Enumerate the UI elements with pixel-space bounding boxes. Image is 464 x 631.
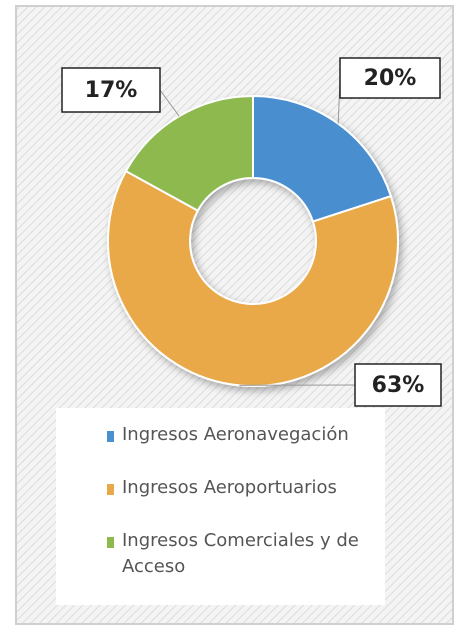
legend-label: Ingresos Aeroportuarios <box>122 477 337 498</box>
legend-swatch <box>107 431 114 442</box>
legend: Ingresos Aeronavegación Ingresos Aeroport… <box>56 408 385 605</box>
value-label: 20% <box>364 66 417 91</box>
legend-item: Ingresos Comerciales y de Acceso <box>107 528 382 580</box>
legend-item: Ingresos Aeroportuarios <box>107 475 382 501</box>
legend-swatch <box>107 537 114 548</box>
legend-swatch <box>107 484 114 495</box>
donut-slice <box>252 94 393 223</box>
donut-slice <box>124 94 254 213</box>
legend-item: Ingresos Aeronavegación <box>107 422 382 448</box>
label-box <box>61 67 161 113</box>
legend-label: Ingresos Comerciales y de Acceso <box>122 530 359 577</box>
label-box <box>339 57 441 99</box>
donut-slice <box>107 169 399 387</box>
legend-label: Ingresos Aeronavegación <box>122 424 349 445</box>
value-labels: 20% 63% 17% <box>61 57 442 407</box>
label-box <box>354 363 442 407</box>
leader-line <box>159 89 180 117</box>
donut <box>107 94 399 387</box>
value-label: 17% <box>85 78 138 103</box>
value-label: 63% <box>372 373 425 398</box>
